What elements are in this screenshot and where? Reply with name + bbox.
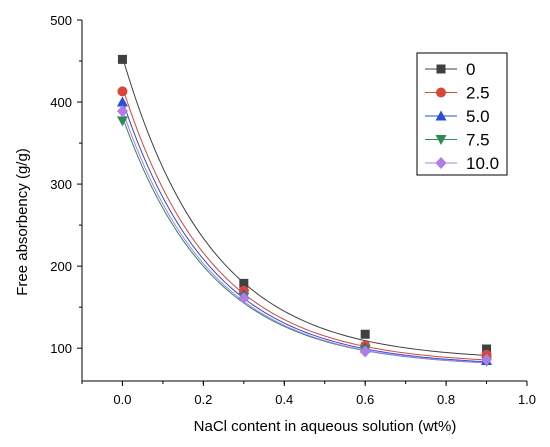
- x-tick-label: 0.6: [356, 392, 374, 407]
- legend-marker-2.5: [436, 87, 446, 98]
- legend-label-5.0: 5.0: [466, 107, 490, 126]
- legend-label-7.5: 7.5: [466, 131, 490, 150]
- point-0-0: [117, 54, 127, 64]
- x-tick-label: 1.0: [518, 392, 536, 407]
- y-tick-label: 500: [50, 13, 72, 28]
- y-tick-label: 400: [50, 95, 72, 110]
- fit-curve-2.5: [121, 87, 487, 361]
- point-0-1: [239, 278, 249, 288]
- point-0-2: [360, 329, 370, 339]
- plot-frame: [81, 20, 527, 382]
- x-tick-label: 0.0: [113, 392, 131, 407]
- legend-box: [416, 52, 508, 176]
- point-10.0-1: [238, 292, 250, 305]
- legend: 0 2.5 5.0 7.5 10.0: [416, 52, 508, 176]
- y-axis: 100 200 300 400 500: [50, 13, 82, 356]
- y-tick-label: 100: [50, 341, 72, 356]
- legend-marker-10.0: [435, 157, 447, 169]
- x-axis: 0.0 0.2 0.4 0.6 0.8 1.0: [81, 381, 536, 407]
- point-10.0-0: [116, 105, 128, 118]
- point-0-3: [482, 344, 492, 354]
- y-tick-label: 200: [50, 259, 72, 274]
- x-tick-label: 0.8: [437, 392, 455, 407]
- legend-label-0: 0: [466, 60, 475, 79]
- point-10.0-2: [359, 345, 371, 358]
- point-10.0-3: [481, 353, 493, 366]
- legend-marker-7.5: [435, 135, 447, 145]
- fit-curve-0: [121, 56, 487, 356]
- legend-marker-0: [436, 64, 446, 74]
- legend-label-2.5: 2.5: [466, 84, 490, 103]
- y-axis-title: Free absorbency (g/g): [14, 148, 31, 296]
- data-markers: [116, 54, 493, 367]
- x-axis-title: NaCl content in aqueous solution (wt%): [194, 418, 457, 435]
- legend-marker-5.0: [435, 110, 447, 121]
- point-7.5-0: [116, 116, 128, 127]
- x-tick-label: 0.2: [194, 392, 212, 407]
- legend-label-10.0: 10.0: [466, 154, 499, 173]
- point-5.0-0: [116, 96, 128, 107]
- y-tick-label: 300: [50, 177, 72, 192]
- x-tick-label: 0.4: [275, 392, 293, 407]
- fit-curve-10.0: [121, 110, 487, 364]
- fit-curves: [121, 56, 487, 364]
- fit-curve-5.0: [121, 100, 487, 363]
- point-2.5-0: [117, 86, 128, 97]
